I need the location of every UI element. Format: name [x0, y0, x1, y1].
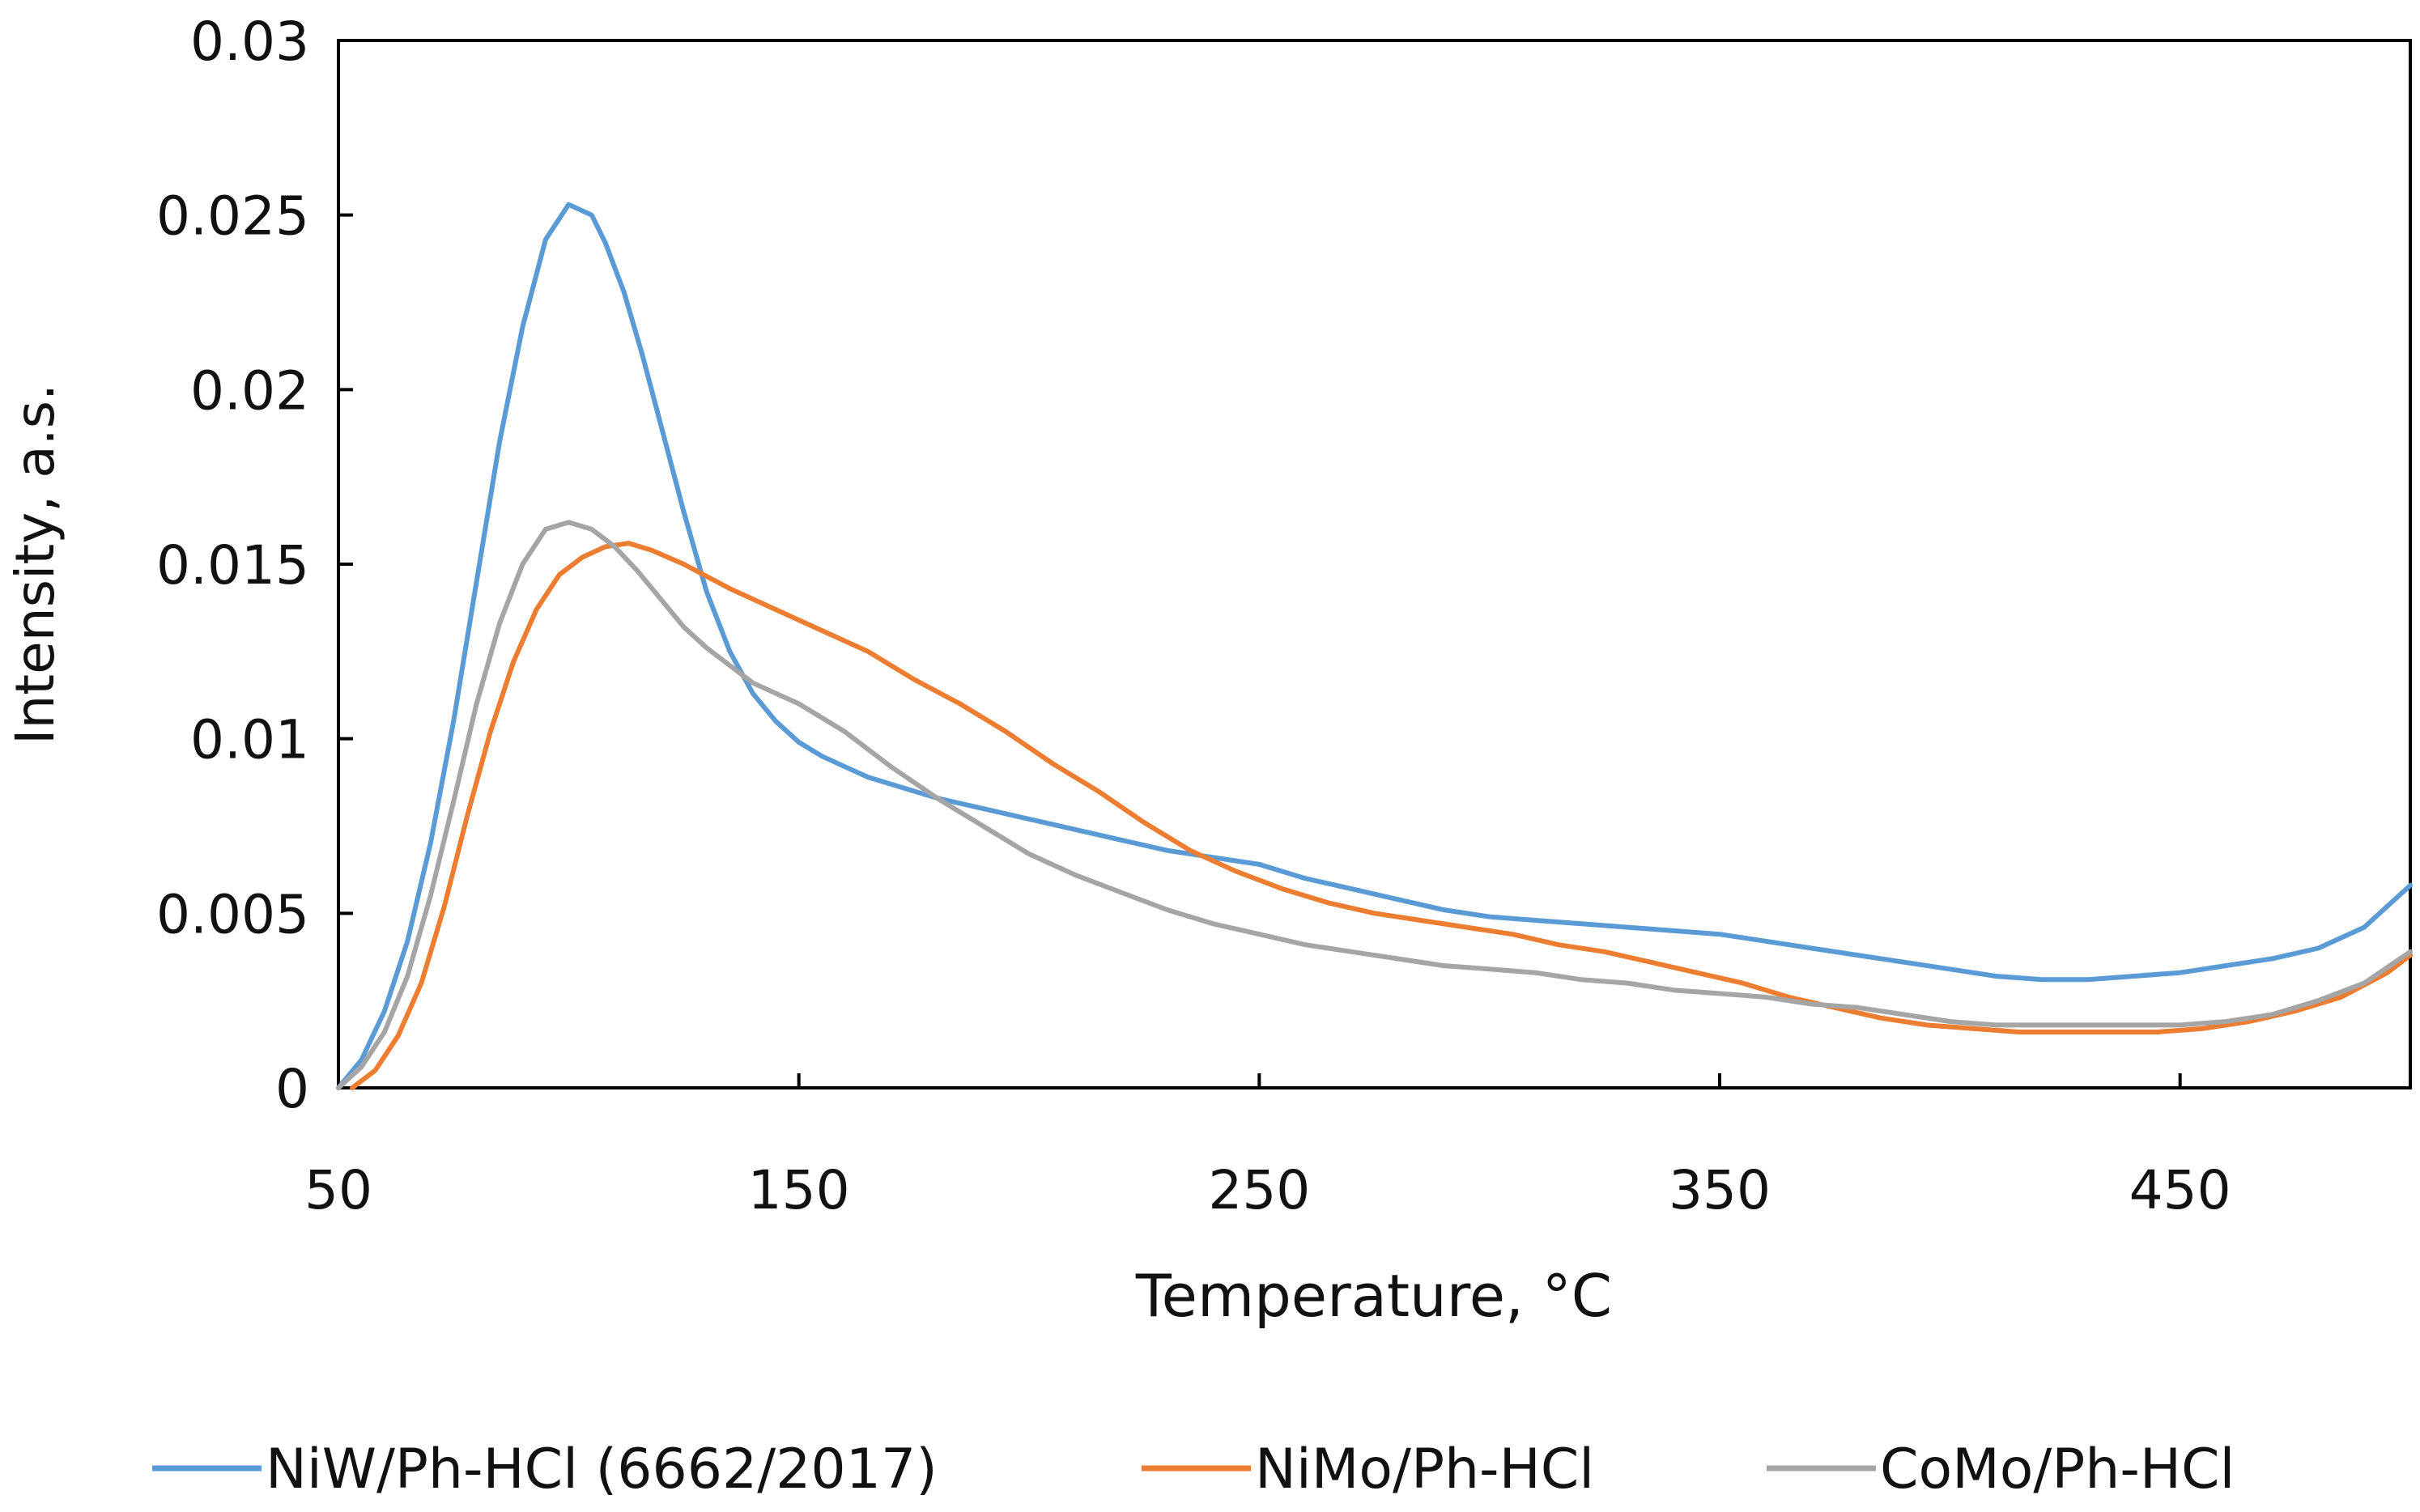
y-tick-label: 0.015 [156, 534, 309, 597]
y-tick-label: 0.005 [156, 883, 309, 945]
series-line-3 [336, 520, 2413, 1090]
x-tick-label: 350 [1669, 1159, 1771, 1221]
series-line-1 [336, 202, 2413, 1090]
plot-area [337, 39, 2412, 1089]
y-tick-label: 0 [275, 1058, 309, 1120]
legend: NiW/Ph-HCl (6662/2017) NiMo/Ph-HCl CoMo/Ph… [152, 1438, 2235, 1501]
series-lines [336, 202, 2413, 1090]
y-tick-label: 0.03 [190, 11, 309, 73]
legend-label-3: CoMo/Ph-HCl [1880, 1438, 2235, 1501]
x-tick-label: 150 [748, 1159, 850, 1221]
x-tick-label: 450 [2129, 1159, 2231, 1221]
y-axis-title: Intensity, a.s. [4, 384, 66, 745]
x-tick-label: 250 [1208, 1159, 1310, 1221]
y-tick-label: 0.01 [190, 709, 309, 771]
y-axis-ticks: 0 0.005 0.01 0.015 0.02 0.025 0.03 [156, 11, 353, 1120]
legend-label-2: NiMo/Ph-HCl [1255, 1438, 1594, 1501]
legend-label-1: NiW/Ph-HCl (6662/2017) [266, 1438, 938, 1501]
y-tick-label: 0.02 [190, 359, 309, 422]
x-tick-label: 50 [304, 1159, 372, 1221]
y-tick-label: 0.025 [156, 185, 309, 248]
series-line-2 [350, 541, 2413, 1090]
x-axis-title: Temperature, °C [1135, 1262, 1612, 1330]
x-axis-ticks: 50 150 250 350 450 [304, 1073, 2231, 1221]
